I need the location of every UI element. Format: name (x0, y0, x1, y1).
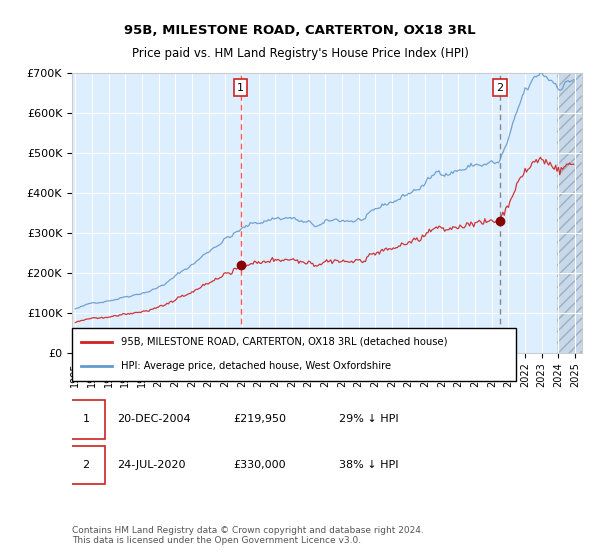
Text: 24-JUL-2020: 24-JUL-2020 (118, 460, 186, 470)
Text: Contains HM Land Registry data © Crown copyright and database right 2024.: Contains HM Land Registry data © Crown c… (72, 526, 424, 535)
FancyBboxPatch shape (72, 328, 516, 381)
Text: 38% ↓ HPI: 38% ↓ HPI (339, 460, 398, 470)
Text: 2: 2 (497, 83, 503, 92)
Text: 95B, MILESTONE ROAD, CARTERTON, OX18 3RL: 95B, MILESTONE ROAD, CARTERTON, OX18 3RL (124, 24, 476, 38)
FancyBboxPatch shape (67, 446, 105, 484)
Text: £219,950: £219,950 (233, 414, 286, 424)
Text: 1: 1 (83, 414, 89, 424)
Bar (557, 73, 582, 353)
Text: £330,000: £330,000 (233, 460, 286, 470)
Text: Price paid vs. HM Land Registry's House Price Index (HPI): Price paid vs. HM Land Registry's House … (131, 46, 469, 60)
Text: 2: 2 (83, 460, 89, 470)
Text: 95B, MILESTONE ROAD, CARTERTON, OX18 3RL (detached house): 95B, MILESTONE ROAD, CARTERTON, OX18 3RL… (121, 337, 448, 347)
Text: 20-DEC-2004: 20-DEC-2004 (118, 414, 191, 424)
Text: This data is licensed under the Open Government Licence v3.0.: This data is licensed under the Open Gov… (72, 536, 361, 545)
Text: 29% ↓ HPI: 29% ↓ HPI (339, 414, 399, 424)
FancyBboxPatch shape (67, 400, 105, 438)
Text: 1: 1 (237, 83, 244, 92)
Text: HPI: Average price, detached house, West Oxfordshire: HPI: Average price, detached house, West… (121, 361, 391, 371)
